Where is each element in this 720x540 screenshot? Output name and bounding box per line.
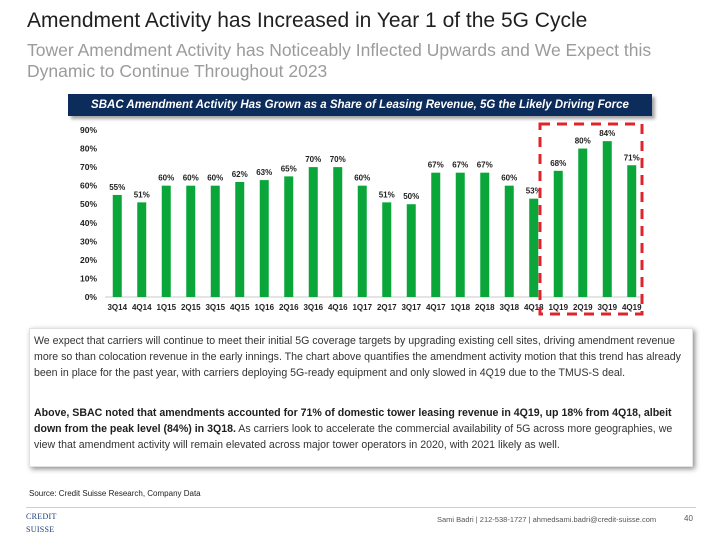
y-tick-label: 60%	[80, 181, 97, 191]
x-tick-label: 4Q18	[524, 303, 544, 312]
y-tick-label: 20%	[80, 255, 97, 265]
x-tick-label: 4Q14	[132, 303, 152, 312]
5g-highlight-box	[538, 122, 644, 316]
data-label: 70%	[305, 155, 321, 164]
data-label: 84%	[599, 129, 615, 138]
y-tick-label: 10%	[80, 273, 97, 283]
data-label: 67%	[477, 161, 493, 170]
bar	[382, 202, 392, 297]
data-label: 60%	[207, 174, 223, 183]
x-tick-label: 3Q15	[205, 303, 225, 312]
data-label: 67%	[452, 161, 468, 170]
x-tick-label: 2Q19	[573, 303, 593, 312]
bar	[186, 185, 196, 297]
data-label: 68%	[550, 159, 566, 168]
credit-suisse-logo: CREDIT SUISSE	[26, 510, 86, 534]
x-tick-label: 1Q15	[156, 303, 176, 312]
bar	[406, 204, 416, 297]
x-axis: 3Q14 4Q14 1Q15 2Q15 3Q15 4Q15 1Q16 2Q16 3Q16 4Q16…	[107, 303, 642, 312]
bar	[235, 181, 245, 297]
x-tick-label: 4Q15	[230, 303, 250, 312]
data-label: 65%	[281, 164, 297, 173]
bar	[284, 176, 294, 297]
x-tick-label: 1Q18	[450, 303, 470, 312]
data-label: 80%	[575, 137, 591, 146]
x-tick-label: 4Q16	[328, 303, 348, 312]
bar	[431, 172, 441, 297]
bar	[112, 194, 122, 297]
x-tick-label: 3Q14	[107, 303, 127, 312]
chart-title-banner: SBAC Amendment Activity Has Grown as a S…	[68, 94, 652, 116]
x-tick-label: 3Q19	[597, 303, 617, 312]
bar	[357, 185, 367, 297]
commentary-highlight: Above, SBAC noted that amendments accoun…	[34, 407, 672, 435]
bar-series	[112, 141, 637, 297]
x-tick-label: 1Q19	[548, 303, 568, 312]
data-label: 67%	[428, 161, 444, 170]
data-label: 51%	[134, 190, 150, 199]
bar	[627, 165, 637, 297]
data-label: 60%	[183, 174, 199, 183]
y-tick-label: 40%	[80, 218, 97, 228]
data-label: 62%	[232, 170, 248, 179]
bar	[529, 198, 539, 297]
y-tick-label: 0%	[85, 292, 98, 302]
bar	[602, 141, 612, 297]
data-label: 60%	[354, 174, 370, 183]
bar	[504, 185, 514, 297]
y-tick-label: 50%	[80, 199, 97, 209]
x-tick-label: 1Q16	[254, 303, 274, 312]
data-label: 50%	[403, 192, 419, 201]
bar	[259, 180, 269, 297]
bar	[137, 202, 147, 297]
data-label: 70%	[330, 155, 346, 164]
commentary-paragraph-1: We expect that carriers will continue to…	[34, 335, 681, 379]
y-tick-label: 90%	[80, 125, 97, 135]
commentary-rest: As carriers look to accelerate the comme…	[34, 423, 673, 451]
y-tick-label: 80%	[80, 144, 97, 154]
amendment-bar-chart: 0% 10% 20% 30% 40% 50% 60% 70% 80% 90% 55% 51% 60% 6…	[80, 122, 644, 316]
data-label: 63%	[256, 168, 272, 177]
logo-text: CREDIT SUISSE	[26, 512, 57, 534]
page-number: 40	[684, 514, 693, 523]
data-labels: 55% 51% 60% 60% 60% 62% 63% 65% 70% 70% 60% 51% 50% 6…	[109, 129, 640, 201]
data-label: 71%	[624, 153, 640, 162]
data-label: 60%	[158, 174, 174, 183]
bar	[210, 185, 220, 297]
bar	[455, 172, 465, 297]
bar	[553, 170, 563, 297]
data-label: 53%	[526, 187, 542, 196]
data-label: 55%	[109, 183, 125, 192]
x-tick-label: 4Q19	[622, 303, 642, 312]
y-tick-label: 70%	[80, 162, 97, 172]
x-tick-label: 2Q18	[475, 303, 495, 312]
x-tick-label: 2Q15	[181, 303, 201, 312]
bar	[333, 167, 343, 297]
x-tick-label: 3Q16	[303, 303, 323, 312]
bar	[480, 172, 490, 297]
y-tick-label: 30%	[80, 236, 97, 246]
bar	[161, 185, 171, 297]
commentary-paragraph-2: Above, SBAC noted that amendments accoun…	[34, 405, 690, 453]
analyst-contact: Sami Badri | 212-538-1727 | ahmedsami.ba…	[437, 515, 657, 524]
x-tick-label: 3Q17	[401, 303, 421, 312]
footer-divider	[26, 507, 696, 508]
page-title: Amendment Activity has Increased in Year…	[27, 9, 588, 32]
source-note: Source: Credit Suisse Research, Company …	[29, 489, 201, 498]
bar	[578, 148, 588, 297]
data-label: 51%	[379, 190, 395, 199]
data-label: 60%	[501, 174, 517, 183]
commentary-box: We expect that carriers will continue to…	[29, 328, 693, 467]
x-tick-label: 1Q17	[352, 303, 372, 312]
x-tick-label: 2Q16	[279, 303, 299, 312]
x-tick-label: 2Q17	[377, 303, 397, 312]
x-tick-label: 3Q18	[499, 303, 519, 312]
page-subtitle: Tower Amendment Activity has Noticeably …	[27, 40, 652, 81]
bar	[308, 167, 318, 297]
x-tick-label: 4Q17	[426, 303, 446, 312]
